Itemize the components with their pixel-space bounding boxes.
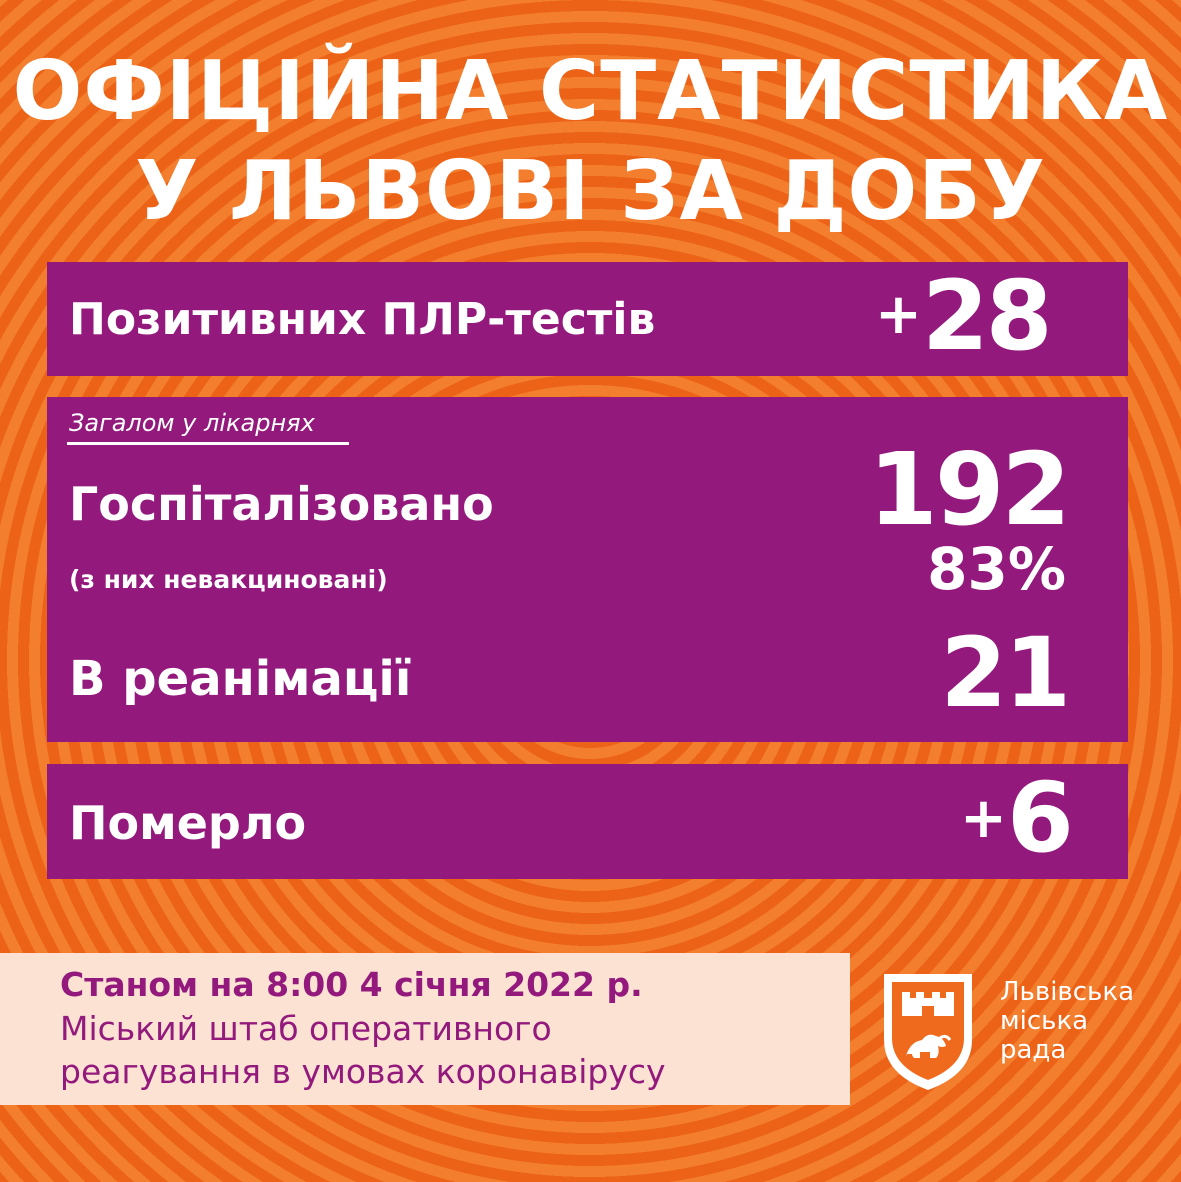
deaths-label: Померло bbox=[69, 796, 307, 850]
lviv-coat-of-arms-icon bbox=[880, 970, 976, 1096]
unvaccinated-value: 83% bbox=[927, 535, 1066, 603]
footer-box: Станом на 8:00 4 січня 2022 р. Міський ш… bbox=[0, 953, 850, 1105]
tests-value: 28 bbox=[922, 260, 1053, 372]
org-name-line-1: Львівська bbox=[1000, 977, 1134, 1007]
hospitalized-value: 192 bbox=[868, 431, 1071, 548]
org-name-line-2: міська bbox=[1000, 1006, 1089, 1036]
icu-label: В реанімації bbox=[69, 651, 412, 707]
hospital-panel: Загалом у лікарнях Госпіталізовано 192 (… bbox=[47, 397, 1128, 742]
deaths-panel: Померло + 6 bbox=[47, 762, 1128, 879]
hospital-note: Загалом у лікарнях bbox=[69, 409, 315, 437]
title-line-2: У ЛЬВОВІ ЗА ДОБУ bbox=[135, 144, 1046, 239]
footer-date: Станом на 8:00 4 січня 2022 р. bbox=[60, 965, 643, 1004]
icu-value: 21 bbox=[940, 617, 1071, 729]
deaths-value: 6 bbox=[1007, 762, 1074, 874]
hospital-note-underline bbox=[67, 442, 349, 445]
tests-plus-sign: + bbox=[875, 282, 922, 347]
footer-line-2: реагування в умовах коронавірусу bbox=[60, 1052, 666, 1091]
hospitalized-label: Госпіталізовано bbox=[69, 477, 494, 531]
footer-line-1: Міський штаб оперативного bbox=[60, 1009, 552, 1048]
tests-label: Позитивних ПЛР-тестів bbox=[69, 294, 656, 345]
unvaccinated-label: (з них невакциновані) bbox=[69, 565, 388, 594]
deaths-plus-sign: + bbox=[960, 786, 1007, 851]
page-title: ОФІЦІЙНА СТАТИСТИКА У ЛЬВОВІ ЗА ДОБУ bbox=[0, 42, 1181, 242]
title-line-1: ОФІЦІЙНА СТАТИСТИКА bbox=[12, 44, 1169, 139]
tests-panel: Позитивних ПЛР-тестів + 28 bbox=[47, 260, 1128, 376]
org-name-line-3: рада bbox=[1000, 1035, 1067, 1065]
